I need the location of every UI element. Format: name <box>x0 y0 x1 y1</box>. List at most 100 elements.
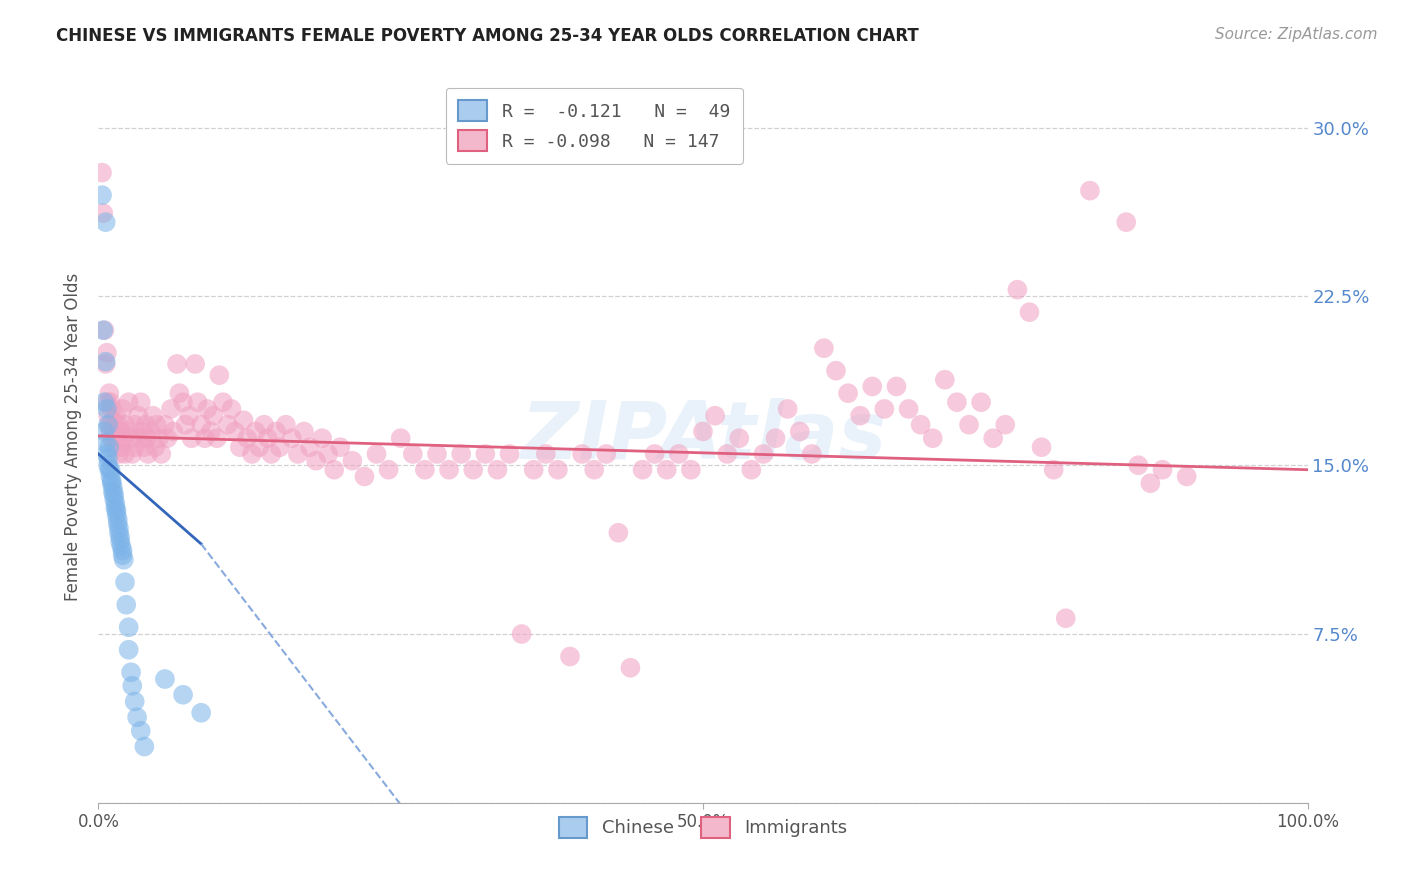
Point <box>247 440 270 454</box>
Point <box>692 425 714 439</box>
Text: CHINESE VS IMMIGRANTS FEMALE POVERTY AMONG 25-34 YEAR OLDS CORRELATION CHART: CHINESE VS IMMIGRANTS FEMALE POVERTY AMO… <box>56 27 920 45</box>
Point <box>377 463 399 477</box>
Point <box>114 417 136 432</box>
Point <box>450 447 472 461</box>
Point <box>100 431 122 445</box>
Point <box>716 447 738 461</box>
Point <box>124 694 146 708</box>
Point <box>98 417 121 432</box>
Point <box>849 409 872 423</box>
Point <box>260 447 283 461</box>
Point <box>148 431 170 445</box>
Point <box>740 463 762 477</box>
Point <box>704 409 727 423</box>
Point <box>103 487 125 501</box>
Point <box>111 548 134 562</box>
Point <box>97 409 120 423</box>
Point <box>118 425 141 439</box>
Point <box>108 425 131 439</box>
Point <box>108 530 131 544</box>
Point <box>91 166 114 180</box>
Point <box>413 463 436 477</box>
Point <box>108 521 131 535</box>
Point <box>172 688 194 702</box>
Point <box>547 463 569 477</box>
Point <box>510 627 533 641</box>
Point <box>776 401 799 416</box>
Point <box>523 463 546 477</box>
Point <box>921 431 943 445</box>
Point <box>166 357 188 371</box>
Point <box>100 476 122 491</box>
Point <box>114 447 136 461</box>
Point <box>1128 458 1150 473</box>
Point <box>97 451 120 466</box>
Point <box>115 598 138 612</box>
Point <box>98 386 121 401</box>
Point <box>98 440 121 454</box>
Point <box>728 431 751 445</box>
Point <box>813 341 835 355</box>
Point <box>366 447 388 461</box>
Point <box>631 463 654 477</box>
Point <box>886 379 908 393</box>
Point <box>463 463 485 477</box>
Point <box>274 417 297 432</box>
Point <box>145 417 167 432</box>
Point <box>269 440 291 454</box>
Point <box>101 481 124 495</box>
Point <box>486 463 509 477</box>
Point <box>789 425 811 439</box>
Point <box>1042 463 1064 477</box>
Point <box>153 417 176 432</box>
Text: ZIPAtlas: ZIPAtlas <box>520 398 886 476</box>
Point <box>299 440 322 454</box>
Point <box>208 368 231 383</box>
Point <box>111 431 134 445</box>
Point <box>329 440 352 454</box>
Point <box>195 401 218 416</box>
Point <box>437 463 460 477</box>
Point <box>595 447 617 461</box>
Point <box>264 425 287 439</box>
Point <box>934 373 956 387</box>
Point <box>93 425 115 439</box>
Point <box>1078 184 1101 198</box>
Point <box>100 395 122 409</box>
Point <box>837 386 859 401</box>
Point <box>94 357 117 371</box>
Point <box>100 469 122 483</box>
Point <box>1152 463 1174 477</box>
Point <box>897 401 920 416</box>
Text: Source: ZipAtlas.com: Source: ZipAtlas.com <box>1215 27 1378 42</box>
Point <box>105 409 128 423</box>
Point <box>1018 305 1040 319</box>
Point <box>402 447 425 461</box>
Point <box>342 453 364 467</box>
Point <box>114 575 136 590</box>
Point <box>287 447 309 461</box>
Point <box>93 323 115 337</box>
Point <box>994 417 1017 432</box>
Point <box>108 447 131 461</box>
Point <box>94 435 117 450</box>
Point <box>256 431 278 445</box>
Point <box>101 413 124 427</box>
Point <box>98 463 121 477</box>
Point <box>187 395 209 409</box>
Point <box>156 431 179 445</box>
Point <box>558 649 581 664</box>
Point <box>245 425 267 439</box>
Point <box>120 431 142 445</box>
Point <box>860 379 883 393</box>
Point <box>1054 611 1077 625</box>
Point <box>323 463 346 477</box>
Point <box>202 409 225 423</box>
Point <box>224 425 246 439</box>
Point <box>96 345 118 359</box>
Point <box>105 431 128 445</box>
Point <box>127 710 149 724</box>
Point <box>389 431 412 445</box>
Point <box>1007 283 1029 297</box>
Point <box>190 417 212 432</box>
